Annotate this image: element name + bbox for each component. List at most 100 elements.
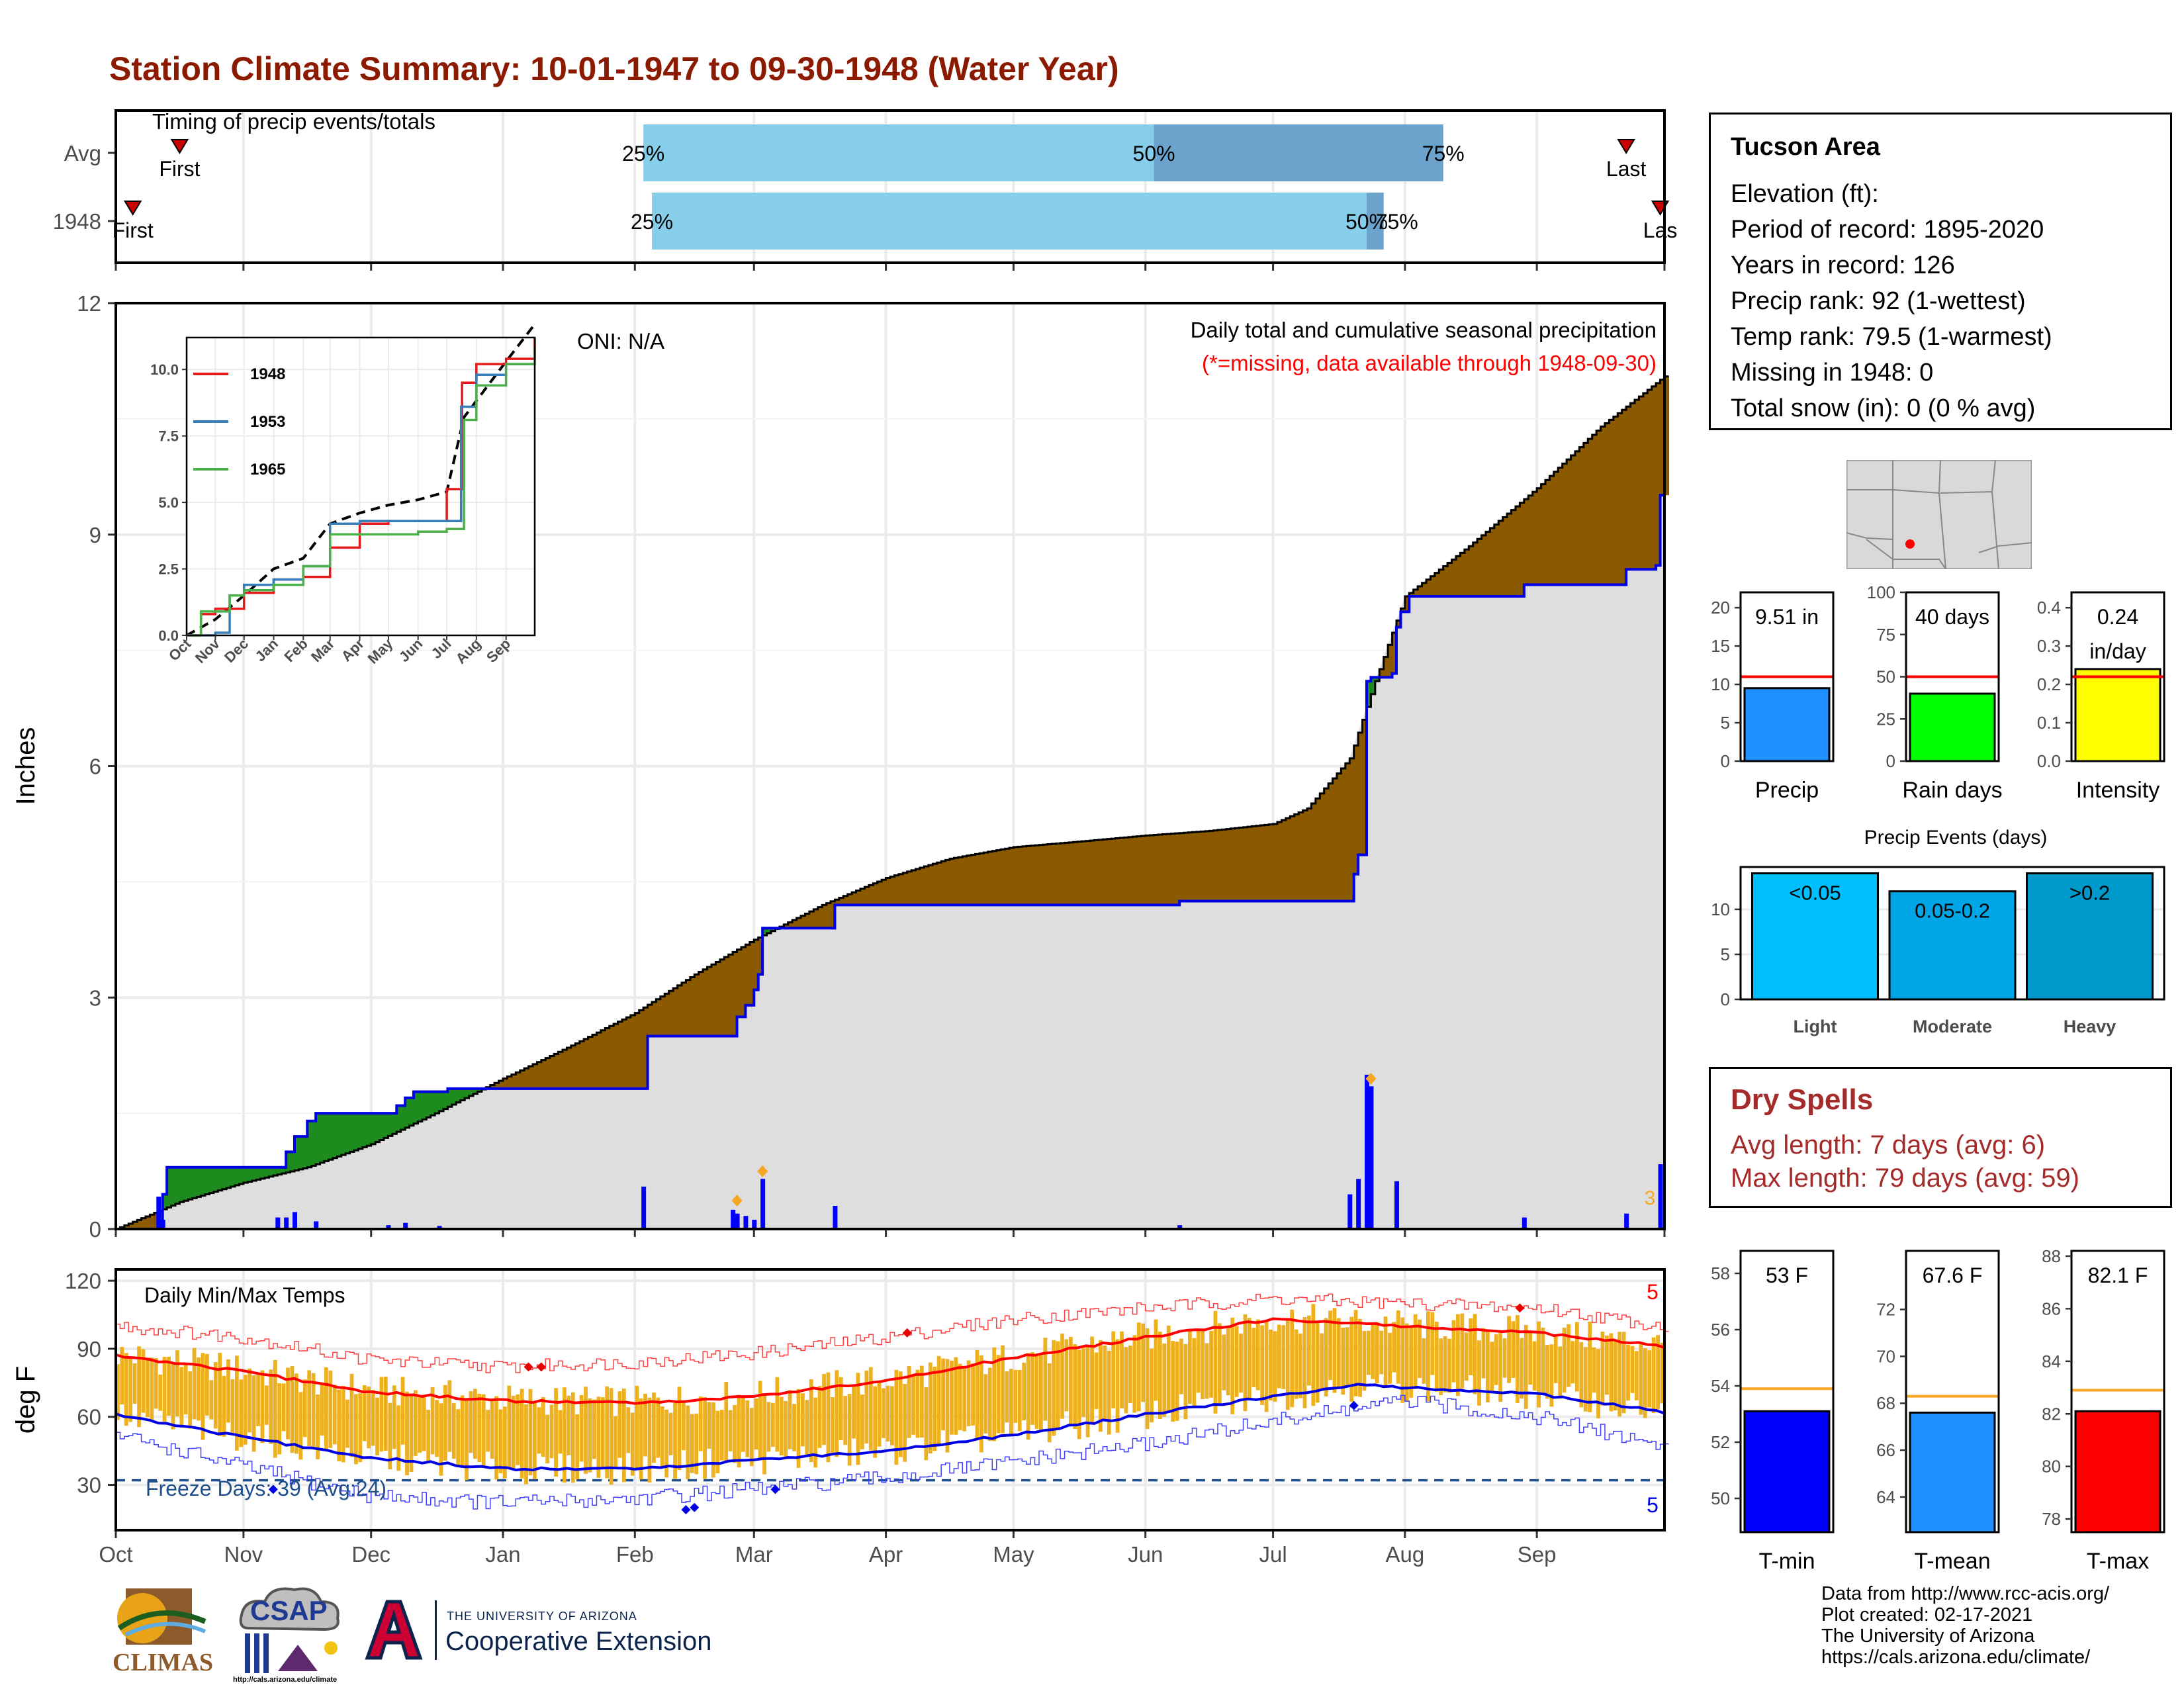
mini-bar-border [2070,591,2165,762]
temp-bar-tick: 80 [2042,1457,2061,1477]
inset-y-tick: 10.0 [150,361,179,378]
event-bar-tag: <0.05 [1789,882,1841,905]
main-precip-chart: 3 Daily total and cumulative seasonal pre… [11,291,1670,1242]
daily-precip-bar [386,1225,391,1229]
x-tick-label: Sep [1518,1542,1557,1567]
daily-precip-bar [833,1206,838,1229]
corner-value: 3 [1645,1187,1656,1209]
event-bar-label: Moderate [1913,1017,1992,1036]
inset-legend-label: 1948 [250,365,285,383]
timing-label-25: 25% [631,210,673,234]
timing-label-50: 50% [1345,210,1388,234]
daily-precip-bar [1522,1217,1527,1229]
temp-stats-bars: 50 52 54 56 58 53 F T-min 64 66 68 70 72 67.6 F T-mea… [1711,1246,2165,1574]
daily-precip-bar [641,1186,647,1229]
daily-precip-bar [760,1179,766,1229]
x-tick-label: Oct [99,1542,132,1567]
timing-row-label: Avg [64,141,101,165]
missing-note: (*=missing, data available through 1948-… [1202,351,1657,375]
temp-bar-tick: 54 [1711,1376,1730,1396]
csap-url: http://cals.arizona.edu/climate [233,1676,338,1684]
mini-bar-tick: 5 [1721,713,1730,733]
y-axis-title: deg F [11,1366,40,1434]
daily-precip-bar [1394,1181,1399,1229]
info-line: Elevation (ft): [1731,180,1879,208]
daily-precip-bar [752,1220,757,1229]
footer-credits: Data from http://www.rcc-acis.org/ Plot … [1821,1583,2109,1668]
info-line: Precip rank: 92 (1-wettest) [1731,287,2026,315]
record-low-marker [681,1505,691,1515]
temp-bar-tick: 56 [1711,1320,1730,1340]
info-line: Total snow (in): 0 (0 % avg) [1731,394,2036,422]
credit-line: Data from http://www.rcc-acis.org/ [1821,1583,2110,1604]
mini-bar-tick: 100 [1867,582,1895,602]
temps-chart: Daily Min/Max Temps Freeze Days: 39 (Avg:… [11,1268,1669,1567]
daily-precip-bar [275,1217,281,1229]
daily-precip-bar [1356,1179,1361,1229]
x-tick-label: Feb [616,1542,654,1567]
daily-precip-bar [437,1226,442,1229]
record-high-marker [536,1362,546,1372]
daily-precip-bar [156,1197,161,1229]
y-tick-label: 9 [89,523,101,547]
timing-label-75: 75% [1422,142,1465,165]
mini-bar-value [1743,687,1831,762]
ua-logo: THE UNIVERSITY OF ARIZONA Cooperative Ex… [361,1595,758,1668]
daily-precip-bar [735,1213,740,1229]
record-low-marker [1349,1400,1359,1410]
info-line: Missing in 1948: 0 [1731,359,1934,387]
y-tick-label: 90 [77,1337,101,1361]
ua-small-text: THE UNIVERSITY OF ARIZONA [447,1610,637,1623]
x-tick-label: Nov [224,1542,263,1567]
mini-bar-tick: 0 [1886,751,1895,771]
timing-bar-25-50 [643,124,1154,181]
temp-bar-tick: 66 [1876,1440,1895,1460]
daily-temp-bars [116,1304,1664,1485]
temp-bar-tick: 78 [2042,1509,2061,1529]
timing-label-25: 25% [622,142,664,165]
precip-events-chart: Precip Events (days) <0.05 Light 0.05-0.2 Mo… [1711,827,2165,1036]
mini-bar-tick: 0.2 [2037,674,2061,694]
y-tick-label: 12 [77,291,101,316]
avg-cumulative-line [116,375,1669,1230]
temp-bar-value-text: 67.6 F [1923,1263,1983,1287]
climas-logo-text: CLIMAS [113,1649,214,1676]
daily-precip-bar [1347,1194,1353,1229]
info-line: Period of record: 1895-2020 [1731,216,2044,244]
temp-chart-title: Daily Min/Max Temps [144,1283,345,1307]
mini-bar-border [1739,591,1835,762]
y-tick-label: 3 [89,985,101,1010]
events-y-tick: 5 [1721,944,1730,964]
daily-precip-bar [314,1221,319,1229]
events-y-tick: 10 [1711,899,1730,919]
daily-precip-bar [731,1209,736,1229]
station-name: Tucson Area [1731,133,1880,161]
daily-precip-bar [1624,1213,1629,1229]
temp-bar-tick: 88 [2042,1246,2061,1266]
temp-bar-label: T-max [2087,1549,2149,1574]
temp-bar-tick: 84 [2042,1351,2061,1371]
station-marker [1905,539,1915,549]
precip-stats-bars: 0 5 10 15 20 9.51 in Precip 0 25 50 75 100 40 days Ra… [1711,582,2165,803]
events-title: Precip Events (days) [1864,827,2048,848]
timing-label-75: 75% [1376,210,1418,234]
inset-plot-bg [187,338,535,635]
inset-border [185,336,536,637]
info-line: Years in record: 126 [1731,251,1955,279]
temp-border [114,1268,1666,1531]
first-label: First [159,157,200,181]
y-tick-label: 6 [89,754,101,779]
record-high-marker [1515,1303,1525,1313]
temp-bar-tick: 70 [1876,1346,1895,1366]
page-title: Station Climate Summary: 10-01-1947 to 0… [109,50,1119,87]
climas-logo: CLIMAS [106,1582,218,1681]
y-tick-label: 30 [77,1473,101,1497]
avg-low-line [115,1383,1665,1472]
event-bar-tag: >0.2 [2070,882,2110,905]
timing-row-label: 1948 [53,209,101,234]
record-low-marker [770,1485,780,1494]
daily-precip-bar [1365,1074,1369,1229]
year-cumulative-line [116,494,1664,1230]
ua-a-icon [365,1600,423,1660]
x-tick-label: Jun [1128,1542,1163,1567]
